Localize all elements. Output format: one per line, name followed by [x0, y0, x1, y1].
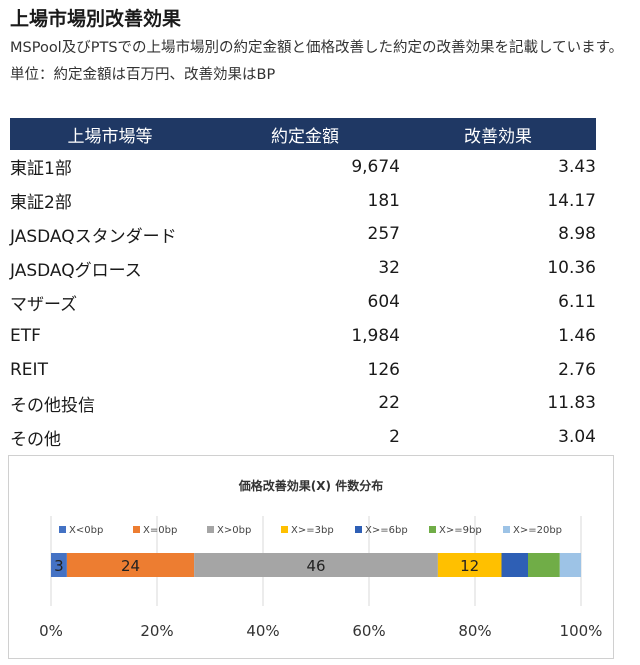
table-row: マザーズ 604 6.11: [10, 285, 596, 319]
table-body: 東証1部 9,674 3.43 東証2部 181 14.17 JASDAQスタンダード 257…: [10, 150, 596, 454]
bar-segment: [194, 553, 438, 577]
chart-svg: 価格改善効果(X) 件数分布 0% 20% 40% 60% 80% 100% X<0bp X=0…: [39, 478, 603, 640]
cell-amount: 22: [378, 393, 400, 414]
bar-segment: [559, 553, 581, 577]
cell-market: その他: [10, 429, 61, 450]
bar-segment: [66, 553, 195, 577]
bar-segment: [51, 553, 67, 577]
cell-amount: 2: [389, 427, 400, 448]
legend-label: X>=20bp: [513, 525, 562, 536]
cell-effect: 1.46: [558, 325, 596, 346]
bar-segment: [528, 553, 560, 577]
data-label: 46: [306, 557, 325, 575]
cell-market: JASDAQスタンダード: [10, 226, 177, 247]
x-tick-label: 20%: [140, 622, 173, 640]
legend-swatch: [133, 526, 140, 533]
legend-label: X>=6bp: [365, 525, 408, 536]
cell-effect: 11.83: [547, 393, 596, 414]
legend-label: X<0bp: [69, 525, 103, 536]
table-row: ETF 1,984 1.46: [10, 319, 596, 353]
legend-swatch: [355, 526, 362, 533]
table-header-row: 上場市場等 約定金額 改善効果: [10, 118, 596, 150]
cell-market: REIT: [10, 359, 48, 380]
cell-market: JASDAQグロース: [10, 260, 142, 281]
data-label: 24: [121, 557, 140, 575]
cell-effect: 3.04: [558, 427, 596, 448]
column-header-amount: 約定金額: [210, 118, 400, 150]
legend-label: X>0bp: [217, 525, 251, 536]
cell-market: ETF: [10, 325, 41, 346]
legend-swatch: [503, 526, 510, 533]
data-label: 12: [460, 557, 479, 575]
legend-label: X=0bp: [143, 525, 177, 536]
legend-swatch: [207, 526, 214, 533]
cell-market: 東証1部: [10, 159, 72, 180]
page-description: MSPool及びPTSでの上場市場別の約定金額と価格改善した約定の改善効果を記載…: [10, 40, 624, 83]
cell-amount: 126: [367, 359, 400, 380]
cell-effect: 3.43: [558, 156, 596, 177]
cell-effect: 2.76: [558, 359, 596, 380]
cell-amount: 32: [378, 258, 400, 279]
chart-title: 価格改善効果(X) 件数分布: [238, 478, 383, 493]
table-row: 東証2部 181 14.17: [10, 184, 596, 218]
cell-amount: 257: [367, 224, 400, 245]
cell-amount: 604: [367, 292, 400, 313]
table-row: 東証1部 9,674 3.43: [10, 150, 596, 184]
x-tick-label: 100%: [560, 622, 603, 640]
cell-market: その他投信: [10, 395, 95, 416]
x-tick-label: 60%: [352, 622, 385, 640]
table-row: JASDAQグロース 32 10.36: [10, 251, 596, 285]
cell-market: マザーズ: [10, 294, 78, 315]
page-title: 上場市場別改善効果: [10, 8, 182, 30]
cell-effect: 10.36: [547, 258, 596, 279]
column-header-effect: 改善効果: [400, 118, 596, 150]
table-row: その他投信 22 11.83: [10, 387, 596, 421]
x-tick-label: 80%: [458, 622, 491, 640]
table-row: JASDAQスタンダード 257 8.98: [10, 218, 596, 252]
cell-amount: 181: [367, 190, 400, 211]
x-tick-label: 40%: [246, 622, 279, 640]
table-row: その他 2 3.04: [10, 420, 596, 454]
data-label: 3: [54, 557, 64, 575]
cell-amount: 9,674: [351, 156, 400, 177]
column-header-market: 上場市場等: [10, 118, 210, 150]
bar-segment: [501, 553, 528, 577]
table-row: REIT 126 2.76: [10, 353, 596, 387]
x-tick-label: 0%: [39, 622, 63, 640]
cell-effect: 8.98: [558, 224, 596, 245]
legend-swatch: [59, 526, 66, 533]
legend-label: X>=3bp: [291, 525, 334, 536]
cell-amount: 1,984: [351, 325, 400, 346]
bar-segment: [437, 553, 502, 577]
cell-market: 東証2部: [10, 193, 72, 214]
legend-swatch: [429, 526, 436, 533]
market-table: 上場市場等 約定金額 改善効果 東証1部 9,674 3.43 東証2部 181 14.1…: [10, 118, 596, 454]
legend-swatch: [281, 526, 288, 533]
cell-effect: 6.11: [558, 292, 596, 313]
distribution-chart: 価格改善効果(X) 件数分布 0% 20% 40% 60% 80% 100% X<0bp X=0…: [8, 455, 614, 659]
cell-effect: 14.17: [547, 190, 596, 211]
legend-label: X>=9bp: [439, 525, 482, 536]
